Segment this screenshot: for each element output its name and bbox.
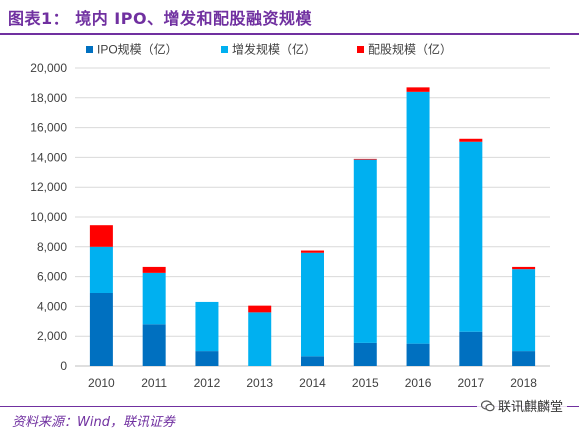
bar-segment-rights xyxy=(89,225,113,247)
bar-segment-additional xyxy=(89,246,113,293)
watermark-text: 联讯麒麟堂 xyxy=(497,400,563,415)
y-tick-label: 20,000 xyxy=(30,61,67,75)
figure-title: 图表1： 境内 IPO、增发和配股融资规模 xyxy=(8,9,313,28)
y-tick-label: 10,000 xyxy=(30,210,67,224)
bar-segment-ipo xyxy=(142,324,166,366)
bar-segment-additional xyxy=(512,269,536,352)
x-tick-label: 2014 xyxy=(299,376,326,390)
bar-segment-ipo xyxy=(459,331,483,366)
x-tick-label: 2015 xyxy=(352,376,379,390)
x-tick-label: 2016 xyxy=(405,376,432,390)
bar-segment-additional xyxy=(142,272,166,325)
title-divider xyxy=(0,33,579,35)
stacked-bar-chart: 0 2,000 4,000 6,000 8,000 10,000 12,000 14,000 1… xyxy=(30,42,550,390)
bar-segment-additional xyxy=(195,301,219,352)
bar-segment-rights xyxy=(248,305,272,313)
x-tick-label: 2018 xyxy=(510,376,537,390)
bar-segment-ipo xyxy=(301,356,324,366)
y-tick-label: 0 xyxy=(60,359,67,373)
x-tick-label: 2011 xyxy=(141,376,167,390)
y-tick-label: 6,000 xyxy=(37,270,67,284)
bar-segment-ipo xyxy=(353,342,377,366)
bar-segment-additional xyxy=(301,252,324,357)
x-tick-label: 2017 xyxy=(457,376,484,390)
bar-segment-additional xyxy=(353,159,377,343)
bar-segment-rights xyxy=(353,158,377,160)
bar-segment-ipo xyxy=(195,351,219,366)
watermark: 联讯麒麟堂 xyxy=(476,394,567,417)
wechat-icon xyxy=(480,399,495,411)
y-tick-label: 18,000 xyxy=(30,91,67,105)
y-tick-label: 4,000 xyxy=(37,299,67,313)
source-note: 资料来源：Wind，联讯证券 xyxy=(12,415,175,430)
bar-segment-ipo xyxy=(406,343,430,366)
bar-segment-rights xyxy=(301,250,324,253)
legend-label: 配股规模（亿） xyxy=(368,42,452,57)
x-tick-label: 2010 xyxy=(88,376,115,390)
legend-swatch xyxy=(221,46,228,53)
bar-segment-rights xyxy=(406,87,430,92)
bar-segment-ipo xyxy=(89,292,113,366)
bar-segment-rights xyxy=(512,266,536,270)
bar-segment-rights xyxy=(459,138,483,142)
x-tick-label: 2013 xyxy=(246,376,273,390)
bar-segment-additional xyxy=(248,312,272,366)
bar-segment-additional xyxy=(459,141,483,332)
legend-swatch xyxy=(357,46,364,53)
x-tick-label: 2012 xyxy=(194,376,221,390)
y-tick-label: 8,000 xyxy=(37,240,67,254)
legend-label: 增发规模（亿） xyxy=(232,42,316,57)
footer-divider xyxy=(0,406,579,407)
legend-swatch xyxy=(86,46,93,53)
bar-segment-ipo xyxy=(512,351,536,366)
bar-segment-additional xyxy=(406,91,430,344)
y-tick-label: 2,000 xyxy=(37,329,67,343)
y-tick-label: 16,000 xyxy=(30,121,67,135)
y-tick-label: 12,000 xyxy=(30,180,67,194)
legend-label: IPO规模（亿） xyxy=(97,42,178,57)
y-tick-label: 14,000 xyxy=(30,150,67,164)
bar-segment-rights xyxy=(142,266,166,273)
figure-header: 图表1： 境内 IPO、增发和配股融资规模 xyxy=(0,0,579,32)
